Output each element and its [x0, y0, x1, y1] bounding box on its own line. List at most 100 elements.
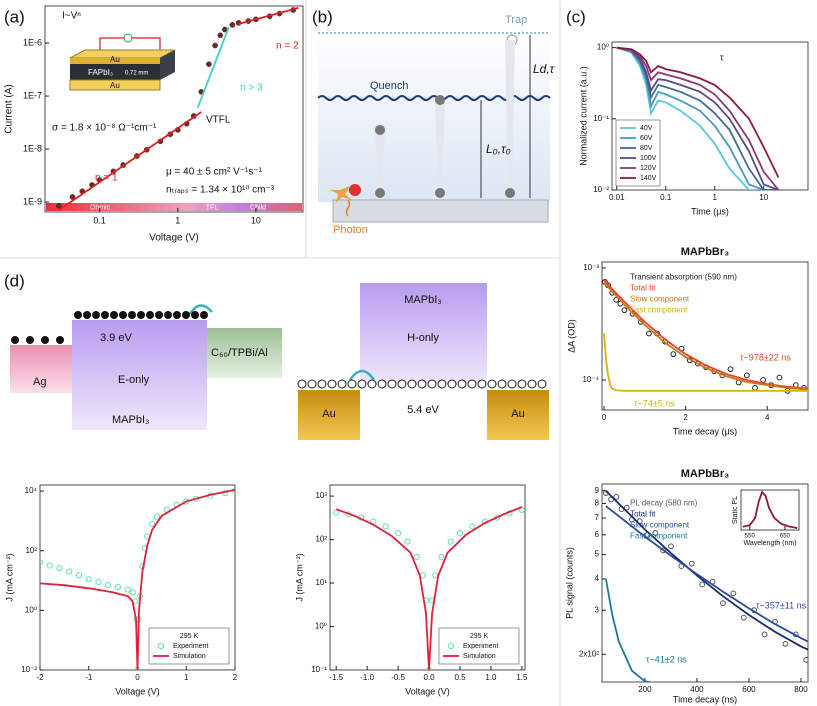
- data-point: [660, 547, 667, 554]
- perovskite-layer: [360, 283, 487, 384]
- y-tick-label: 1E-7: [23, 90, 42, 100]
- chart-title: MAPbBr₃: [681, 246, 729, 258]
- y-tick-label: 9: [595, 486, 600, 495]
- data-point: [782, 641, 789, 647]
- meter: [123, 33, 133, 43]
- series-line: [603, 281, 808, 391]
- data-point: [776, 374, 783, 381]
- exciton: [349, 184, 361, 196]
- data-point: [40, 559, 44, 566]
- y-tick-label: 1E-6: [23, 37, 42, 47]
- material-label: MAPbI₃: [112, 414, 150, 426]
- data-point: [153, 513, 161, 520]
- legend-label: 100V: [640, 155, 657, 162]
- series-line: [603, 279, 808, 390]
- y-tick-label: 10²: [25, 546, 37, 555]
- annotation: τ~74±5 ns: [634, 398, 675, 408]
- carrier-dot: [477, 379, 487, 389]
- data-point: [129, 589, 136, 596]
- carrier-dot: [317, 379, 327, 389]
- carrier-dot: [307, 379, 317, 389]
- carrier-dot: [191, 311, 199, 319]
- data-point: [382, 523, 389, 530]
- inset-label: Au: [110, 55, 120, 64]
- data-point: [740, 614, 747, 621]
- carrier-dot: [146, 311, 154, 319]
- annotation: nₜᵣₐₚₛ = 1.34 × 10¹⁰ cm⁻³: [166, 185, 275, 196]
- data-point: [394, 530, 402, 537]
- carrier-dot: [11, 336, 19, 344]
- data-point: [217, 32, 224, 39]
- panel-label: (b): [312, 7, 333, 26]
- carrier-dot: [74, 311, 82, 319]
- data-point: [699, 581, 706, 588]
- plot-frame: [740, 489, 800, 531]
- annotation: n > 3: [240, 83, 263, 94]
- data-point: [55, 202, 62, 209]
- data-point: [668, 543, 674, 550]
- chart: 0.01 0.1 1 10 10⁻² 10⁻¹ 10⁰ Time (μs) Normalized…: [578, 41, 809, 216]
- series-line: [58, 111, 202, 212]
- legend-label: Simulation: [463, 653, 496, 660]
- carrier-dot: [137, 311, 145, 319]
- layer: [70, 64, 160, 80]
- plot-frame: [44, 5, 304, 213]
- electron-only-diagram: Ag 3.9 eV E-only MAPbI₃ C₆₀/TPBi/Al: [10, 304, 282, 430]
- quench-label: Quench: [370, 80, 409, 92]
- beam: [435, 100, 445, 190]
- layer: [160, 50, 175, 80]
- carrier-dot: [92, 311, 100, 319]
- chart: 200 400 600 800 2x10² 3 4 5 6 7 8 9 MAPbBr₃ Time deca…: [564, 468, 809, 704]
- photon-label: Photon: [333, 224, 368, 236]
- series-line: [335, 506, 523, 670]
- x-tick-label: 10: [759, 193, 768, 202]
- legend-label: 140V: [640, 175, 657, 182]
- annotation: n = 1: [95, 173, 118, 184]
- data-point: [743, 372, 750, 379]
- legend-title: 295 K: [180, 633, 199, 640]
- data-point: [438, 553, 445, 560]
- annotation: τ~41±2 ns: [646, 654, 687, 664]
- regime-label: TFL: [206, 204, 219, 211]
- legend-label: PL decay (580 nm): [630, 499, 698, 508]
- y-tick-label: 7: [595, 513, 600, 522]
- x-axis-label: Time decay (μs): [673, 426, 737, 436]
- contact-layer: [207, 328, 282, 378]
- legend-label: Slow component: [630, 521, 690, 530]
- x-tick-label: 200: [638, 685, 652, 694]
- carrier: [375, 125, 385, 135]
- substrate: [332, 199, 549, 223]
- carrier: [435, 95, 445, 105]
- data-point: [730, 590, 737, 597]
- beam: [505, 40, 515, 190]
- carrier-dot: [182, 311, 190, 319]
- x-tick-label: 1.5: [516, 673, 528, 682]
- data-point: [212, 42, 218, 49]
- energy-label: 5.4 eV: [407, 404, 439, 416]
- annotation: VTFL: [206, 115, 231, 126]
- data-point: [727, 366, 734, 373]
- annotation: μ = 40 ± 5 cm² V⁻¹s⁻¹: [166, 167, 263, 178]
- data-point: [720, 600, 726, 607]
- data-point: [66, 568, 73, 575]
- data-point: [85, 576, 92, 583]
- carrier-dot: [119, 311, 127, 319]
- au-layer: [487, 390, 549, 440]
- x-tick-label: 0: [135, 673, 140, 682]
- series-line: [605, 505, 808, 643]
- carrier: [505, 188, 515, 198]
- carrier-dot: [83, 311, 91, 319]
- chart: 0 2 4 10⁻⁴ 10⁻³ MAPbBr₃ Time decay (μs) ΔA (OD)…: [566, 246, 809, 436]
- data-point: [761, 631, 768, 638]
- regime-bar: [46, 203, 302, 211]
- x-tick-label: -1: [85, 673, 93, 682]
- data-point: [803, 656, 808, 663]
- carrier-dot: [337, 379, 347, 389]
- carrier-dot: [467, 379, 477, 389]
- x-tick-label: -1.0: [360, 673, 374, 682]
- y-tick-label: 10¹: [315, 578, 327, 587]
- inset-label: 0.72 mm: [125, 71, 148, 77]
- carrier-dot: [487, 379, 497, 389]
- plot-frame: [601, 261, 809, 411]
- carrier-dot: [367, 379, 377, 389]
